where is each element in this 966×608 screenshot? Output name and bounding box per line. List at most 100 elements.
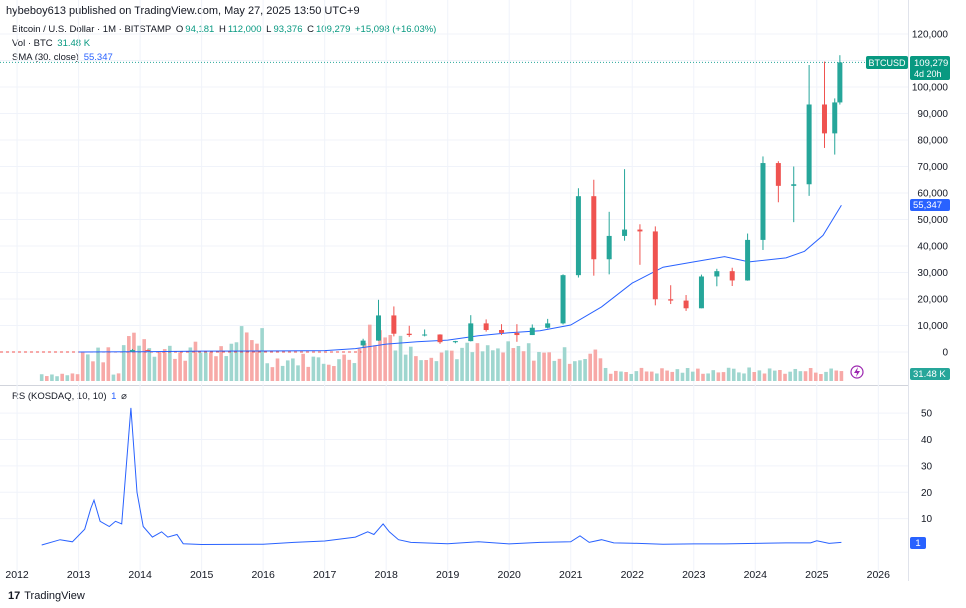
volume-bar (829, 368, 833, 381)
candle-body (637, 229, 643, 232)
volume-bar (644, 371, 649, 381)
volume-bar (547, 352, 551, 381)
volume-bar (321, 363, 326, 381)
volume-bar (403, 354, 408, 381)
countdown-text: 4d 20h (914, 69, 942, 79)
time-tick-label: 2021 (559, 569, 583, 581)
price-axis-border (908, 0, 909, 581)
candle-body (806, 104, 812, 185)
volume-bar (808, 368, 813, 381)
symbol-title[interactable]: Bitcoin / U.S. Dollar · 1M · BITSTAMP (12, 24, 172, 35)
volume-bar (747, 367, 751, 381)
price-badge (910, 56, 950, 80)
volume-bar (419, 360, 423, 381)
volume-bar (178, 352, 182, 381)
symbol-badge-text: BTCUSD (868, 58, 906, 68)
footer[interactable]: 17 TradingView (8, 590, 85, 602)
volume-bar (460, 347, 464, 381)
volume-bar (96, 347, 100, 381)
rs-tick-label: 50 (921, 409, 933, 420)
pane-separator[interactable] (0, 385, 908, 386)
price-tick-label: 70,000 (917, 162, 948, 173)
volume-bar (357, 348, 362, 381)
tradingview-brand: TradingView (24, 590, 85, 602)
volume-bar (711, 370, 716, 381)
time-tick-label: 2013 (67, 569, 91, 581)
volume-bar (798, 371, 803, 381)
rs-line (41, 407, 842, 546)
sma-legend[interactable]: SMA (30, close) 55,347 (12, 52, 115, 63)
volume-bar (485, 345, 490, 381)
volume-bar (311, 356, 316, 381)
candle-body (514, 332, 520, 336)
candle-body (729, 271, 735, 281)
volume-bar (255, 343, 259, 381)
candle-body (745, 239, 751, 281)
rs-label: RS (KOSDAQ, 10, 10) (12, 391, 107, 402)
candle-body (452, 341, 458, 343)
rs-legend[interactable]: RS (KOSDAQ, 10, 10) 1 ⌀ (12, 391, 129, 402)
volume-bar (280, 365, 285, 381)
volume-bar (465, 342, 469, 381)
volume-bar (726, 367, 731, 381)
candle-body (499, 330, 505, 333)
volume-bar (839, 371, 844, 381)
price-tick-label: 50,000 (917, 215, 948, 226)
volume-bar (491, 350, 495, 381)
volume-bar (537, 351, 541, 381)
volume-bar (55, 376, 59, 381)
volume-bars (39, 324, 844, 381)
price-tick-label: 40,000 (917, 242, 948, 253)
candle-body (698, 276, 704, 309)
volume-bar (716, 372, 721, 381)
symbol-badge (866, 56, 908, 69)
volume-bar (567, 363, 572, 381)
volume-bar (455, 359, 459, 381)
candle-body (468, 323, 474, 342)
candle-body (714, 271, 720, 277)
change-value: +15,098 (+16.03%) (355, 24, 437, 35)
candle-body (422, 334, 428, 336)
volume-bar (444, 350, 449, 381)
volume-bar (721, 372, 726, 381)
sma-polyline (78, 205, 842, 353)
volume-bar (593, 349, 598, 381)
volume-bar (157, 351, 162, 381)
candle-body (145, 350, 151, 352)
close-value: 109,279 (316, 24, 351, 35)
high-value: 112,000 (227, 24, 262, 35)
time-tick-label: 2018 (374, 569, 398, 581)
volume-bar (788, 371, 792, 381)
volume-bar (91, 361, 95, 381)
volume-bar (701, 373, 705, 381)
grid (0, 0, 908, 580)
volume-bar (762, 373, 767, 381)
volume-bar (532, 360, 536, 381)
price-tick-label: 10,000 (917, 321, 948, 332)
volume-bar (731, 368, 736, 381)
volume-bar (209, 352, 213, 381)
volume-bar (475, 343, 480, 381)
price-tick-label: 60,000 (917, 189, 948, 200)
candle-body (129, 350, 135, 352)
volume-bar (511, 348, 516, 381)
zero-line (0, 61, 866, 353)
time-tick-label: 2025 (805, 569, 829, 581)
volume-bar (408, 346, 413, 381)
volume-legend[interactable]: Vol · BTC 31.48 K (12, 38, 92, 49)
candle-body (545, 323, 551, 328)
candle-body (391, 315, 397, 334)
volume-bar (680, 372, 685, 381)
candle-body (668, 299, 674, 301)
volume-bar (783, 373, 787, 381)
candle-body (406, 333, 412, 336)
time-tick-label: 2012 (5, 569, 29, 581)
volume-bar (690, 371, 695, 381)
axes: 2012 2013 2014 2015 2016 2017 2018 2019 2020 2021… (5, 30, 948, 582)
volume-bar (285, 360, 290, 381)
volume-bar (342, 354, 346, 381)
volume-bar (603, 367, 608, 381)
